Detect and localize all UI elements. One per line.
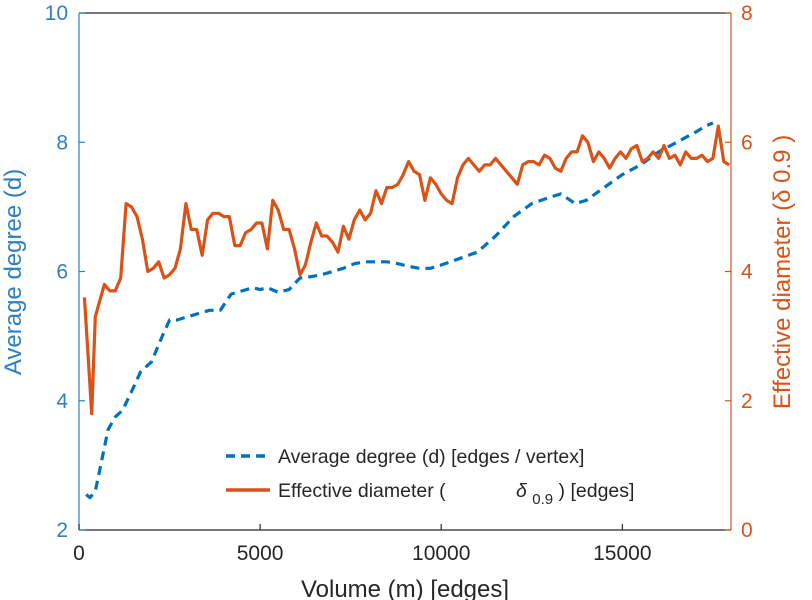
legend-diameter-symbol: δ (516, 480, 527, 502)
right-y-tick-label: 6 (741, 131, 753, 154)
series-effective-diameter-line (82, 124, 731, 416)
right-y-tick-label: 2 (741, 390, 753, 413)
left-y-tick-label: 4 (56, 390, 68, 413)
legend: Average degree (d) [edges / vertex] Effe… (226, 446, 634, 509)
legend-diameter-suffix: ) [edges] (559, 480, 635, 502)
right-y-tick-label: 4 (741, 261, 753, 284)
left-y-tick-label: 8 (56, 131, 68, 154)
left-y-tick-label: 10 (45, 2, 68, 25)
x-tick-label: 5000 (237, 542, 284, 565)
x-tick-label: 10000 (412, 542, 470, 565)
x-axis-label: Volume (m) [edges] (301, 576, 509, 600)
legend-diameter-subscript: 0.9 (532, 491, 553, 508)
legend-diameter-prefix: Effective diameter ( (278, 480, 446, 502)
left-y-tick-label: 2 (56, 519, 68, 542)
x-tick-label: 15000 (593, 542, 651, 565)
right-y-axis-label: Effective diameter (δ 0.9 ) (769, 135, 796, 409)
series-average-degree-line (85, 121, 714, 500)
legend-label-average-degree: Average degree (d) [edges / vertex] (278, 446, 584, 468)
x-tick-label: 0 (73, 542, 85, 565)
right-y-tick-label: 8 (741, 2, 753, 25)
right-y-tick-label: 0 (741, 519, 753, 542)
left-y-axis-label: Average degree (d) (0, 169, 27, 375)
legend-label-effective-diameter: Effective diameter ( δ 0.9 ) [edges] (278, 480, 634, 509)
left-y-tick-label: 6 (56, 261, 68, 284)
